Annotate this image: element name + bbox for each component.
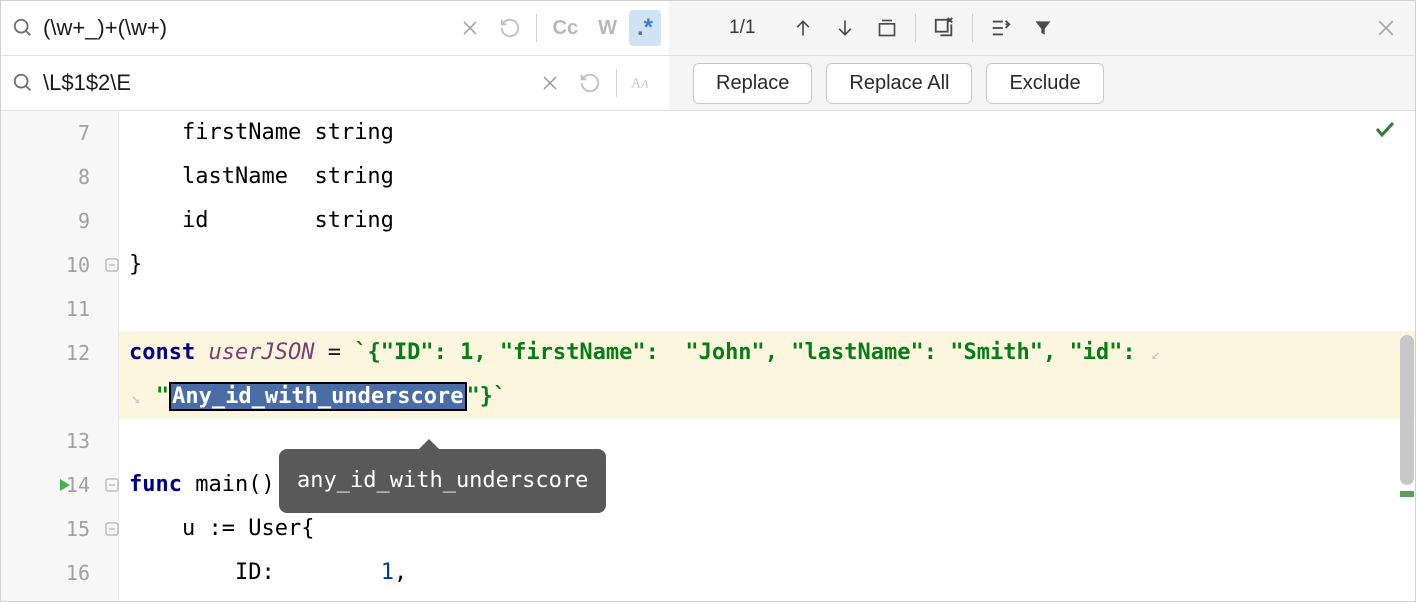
- line-number: 8: [78, 165, 118, 189]
- wrap-icon: ↘: [129, 388, 143, 407]
- replace-all-button[interactable]: Replace All: [826, 63, 972, 104]
- match-word-toggle[interactable]: W: [590, 13, 625, 44]
- search-history-icon[interactable]: [492, 10, 528, 46]
- code-token: ,: [394, 560, 407, 585]
- clear-find-icon[interactable]: [452, 10, 488, 46]
- code-token: string: [314, 208, 393, 233]
- code-token: const: [129, 340, 195, 365]
- code-token: ID:: [235, 560, 275, 585]
- line-number: 16: [66, 561, 118, 585]
- code-token: ": [156, 384, 169, 409]
- line-number: 12: [66, 341, 118, 365]
- match-count: 1/1: [681, 17, 779, 39]
- clear-replace-icon[interactable]: [532, 65, 568, 101]
- replace-icon: [9, 72, 37, 94]
- code-token: =: [314, 340, 354, 365]
- fold-start-icon[interactable]: [105, 478, 119, 492]
- code-token: firstName: [182, 120, 301, 145]
- line-number: 13: [66, 429, 118, 453]
- find-input[interactable]: [37, 15, 452, 41]
- code-token: 1: [381, 560, 394, 585]
- gutter: 7 8 9 10 11 12 13 14 15 16: [1, 111, 119, 601]
- code-token: "}`: [467, 384, 507, 409]
- code-token: lastName: [182, 164, 288, 189]
- line-number: 9: [78, 209, 118, 233]
- search-match: Any_id_with_underscore: [169, 382, 466, 411]
- line-number: 11: [66, 297, 118, 321]
- code-token: userJSON: [208, 340, 314, 365]
- replace-button[interactable]: Replace: [693, 63, 812, 104]
- editor[interactable]: 7 8 9 10 11 12 13 14 15 16 firstName str…: [1, 111, 1415, 601]
- code-token: string: [314, 120, 393, 145]
- replace-history-icon[interactable]: [572, 65, 608, 101]
- prev-match-icon[interactable]: [785, 10, 821, 46]
- svg-text:A: A: [631, 76, 641, 91]
- filter-list-icon[interactable]: [983, 10, 1019, 46]
- search-icon: [9, 17, 37, 39]
- code-token: u := User{: [182, 516, 314, 541]
- fold-start-icon[interactable]: [105, 522, 119, 536]
- svg-text:A: A: [640, 77, 649, 91]
- code-token: `{"ID": 1, "firstName": "John", "lastNam…: [354, 340, 1135, 365]
- new-window-icon[interactable]: [926, 10, 962, 46]
- next-match-icon[interactable]: [827, 10, 863, 46]
- code-area[interactable]: firstName string lastName string id stri…: [119, 111, 1415, 601]
- replace-input[interactable]: [37, 70, 532, 96]
- regex-toggle[interactable]: .*: [629, 10, 661, 46]
- wrap-icon: ↙: [1149, 344, 1163, 363]
- filter-icon[interactable]: [1025, 10, 1061, 46]
- preserve-case-icon[interactable]: AA: [625, 65, 661, 101]
- code-token: string: [314, 164, 393, 189]
- run-gutter-icon[interactable]: [57, 477, 73, 493]
- code-token: func: [129, 472, 182, 497]
- match-case-toggle[interactable]: Cc: [545, 13, 587, 44]
- code-token: id: [182, 208, 209, 233]
- replace-preview-tooltip: any_id_with_underscore: [279, 449, 606, 513]
- inspection-ok-icon[interactable]: [1373, 117, 1397, 141]
- exclude-button[interactable]: Exclude: [986, 63, 1103, 104]
- close-panel-icon[interactable]: [1369, 11, 1403, 45]
- scroll-marker: [1400, 491, 1414, 497]
- scrollbar[interactable]: [1400, 335, 1414, 485]
- select-all-icon[interactable]: [869, 10, 905, 46]
- code-token: }: [129, 252, 142, 277]
- fold-end-icon[interactable]: [105, 258, 119, 272]
- line-number: 7: [78, 121, 118, 145]
